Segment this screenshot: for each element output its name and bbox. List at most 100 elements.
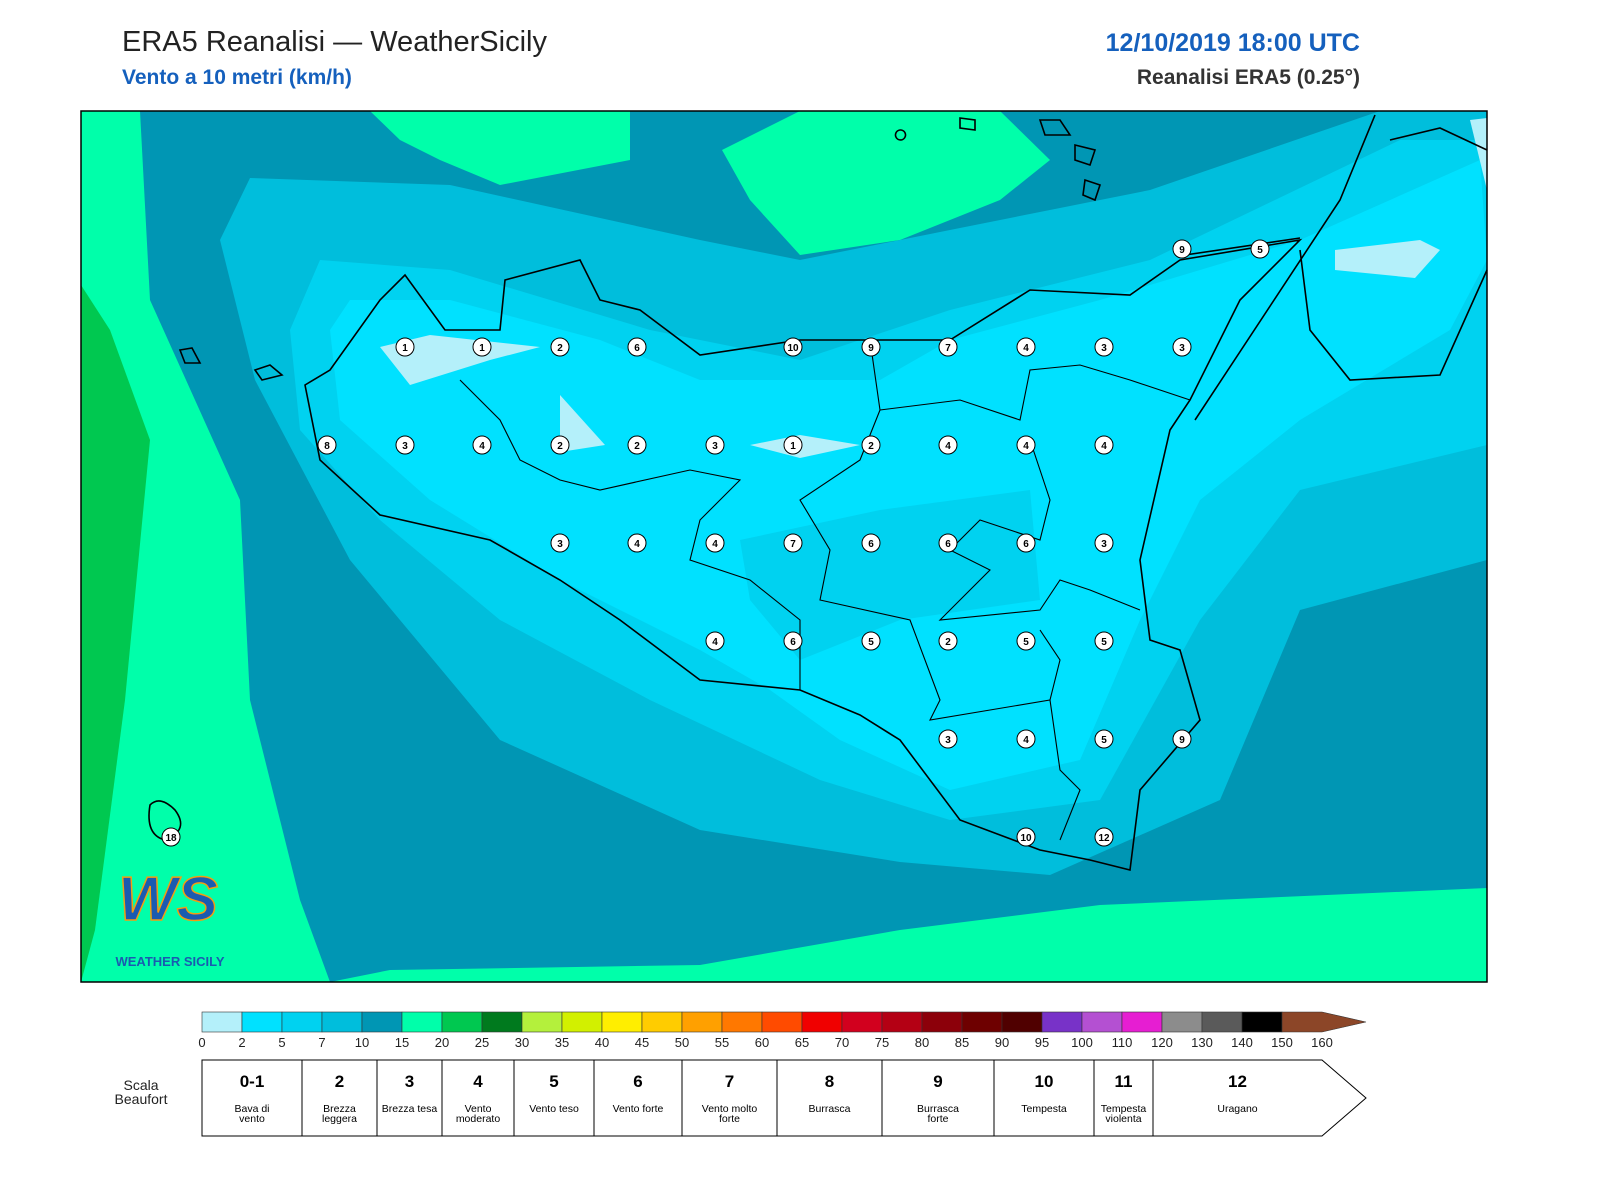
zone-5-7 bbox=[740, 490, 1040, 660]
zone-20-25 bbox=[81, 285, 150, 982]
colorbar-swatch bbox=[961, 1011, 1003, 1033]
beaufort-level: 10 Tempesta bbox=[994, 1060, 1094, 1136]
beaufort-dividers bbox=[301, 1060, 1154, 1136]
colorbar-tick-label: 150 bbox=[1271, 1035, 1293, 1050]
station-value: 4 bbox=[1023, 735, 1029, 746]
colorbar-tick-label: 35 bbox=[555, 1035, 569, 1050]
colorbar-tick-label: 100 bbox=[1071, 1035, 1093, 1050]
station-value: 3 bbox=[1179, 343, 1185, 354]
station-marker bbox=[938, 729, 958, 749]
station-value: 4 bbox=[712, 637, 718, 648]
station-value: 7 bbox=[945, 343, 951, 354]
beaufort-label: Tempesta violenta bbox=[1100, 1103, 1147, 1125]
station-value: 1 bbox=[402, 343, 408, 354]
colorbar-tick-label: 90 bbox=[995, 1035, 1009, 1050]
zone-15-20 bbox=[722, 111, 1050, 255]
station-marker bbox=[1016, 729, 1036, 749]
colorbar-tick-label: 2 bbox=[238, 1035, 245, 1050]
colorbar-swatch bbox=[721, 1011, 763, 1033]
station-value: 9 bbox=[1179, 735, 1185, 746]
beaufort-level: 0-1 Bava di vento bbox=[202, 1060, 302, 1136]
station-value: 3 bbox=[402, 441, 408, 452]
beaufort-force: 2 bbox=[334, 1072, 345, 1091]
station-value: 4 bbox=[945, 441, 951, 452]
colorbar-swatch bbox=[1241, 1011, 1283, 1033]
station-marker bbox=[705, 631, 725, 651]
zone-0-2 bbox=[750, 435, 860, 458]
colorbar-swatch bbox=[801, 1011, 843, 1033]
zone-0-2 bbox=[380, 335, 540, 385]
colorbar-swatch bbox=[881, 1011, 923, 1033]
sicily bbox=[304, 238, 1303, 871]
station-value: 9 bbox=[868, 343, 874, 354]
colorbar-tick-label: 70 bbox=[835, 1035, 849, 1050]
station-marker bbox=[1094, 337, 1114, 357]
station-marker bbox=[1016, 337, 1036, 357]
station-marker bbox=[705, 533, 725, 553]
station-value: 1 bbox=[790, 441, 796, 452]
station-value: 4 bbox=[1023, 343, 1029, 354]
colorbar-tick-label: 25 bbox=[475, 1035, 489, 1050]
station-marker bbox=[1094, 729, 1114, 749]
beaufort-label: Burrasca bbox=[808, 1103, 851, 1115]
station-value: 2 bbox=[557, 441, 563, 452]
colorbar-swatch bbox=[401, 1011, 443, 1033]
station-value: 5 bbox=[1101, 637, 1107, 648]
colorbar-swatch bbox=[1041, 1011, 1083, 1033]
station-marker bbox=[783, 435, 803, 455]
colorbar-tick-label: 50 bbox=[675, 1035, 689, 1050]
beaufort-label: Tempesta bbox=[1021, 1103, 1067, 1115]
beaufort-title-line: Beaufort bbox=[115, 1091, 168, 1107]
colorbar-tick-label: 5 bbox=[278, 1035, 285, 1050]
colorbar-swatch bbox=[1121, 1011, 1163, 1033]
station-marker bbox=[1172, 337, 1192, 357]
station-value: 4 bbox=[1023, 441, 1029, 452]
station-value: 6 bbox=[790, 637, 796, 648]
beaufort-level: 11 Tempesta violenta bbox=[1094, 1060, 1153, 1136]
colorbar-tick-label: 85 bbox=[955, 1035, 969, 1050]
station-marker bbox=[861, 533, 881, 553]
beaufort-title: Scala Beaufort bbox=[115, 1077, 168, 1107]
station-marker bbox=[550, 435, 570, 455]
colorbar-tick-label: 30 bbox=[515, 1035, 529, 1050]
station-marker bbox=[1016, 631, 1036, 651]
colorbar-swatch bbox=[841, 1011, 883, 1033]
station-value: 3 bbox=[557, 539, 563, 550]
colorbar-arrow bbox=[1281, 1011, 1367, 1033]
colorbar-tick-label: 55 bbox=[715, 1035, 729, 1050]
beaufort-force: 8 bbox=[824, 1072, 835, 1091]
logo-mark: WS bbox=[118, 865, 218, 934]
station-value: 5 bbox=[1257, 245, 1263, 256]
colorbar-tick-label: 60 bbox=[755, 1035, 769, 1050]
station-value: 6 bbox=[634, 343, 640, 354]
station-value: 4 bbox=[479, 441, 485, 452]
station-value: 12 bbox=[1098, 833, 1110, 844]
beaufort-title-line: Scala bbox=[123, 1077, 158, 1093]
station-value: 2 bbox=[634, 441, 640, 452]
station-value: 6 bbox=[1023, 539, 1029, 550]
stations: 9 51 1 2 6 10 9 7 4 3 38 3 4 2 2 3 1 2 4 4 43 4 4 7 6 6 6 34 6 5 2 5 53 4… bbox=[161, 239, 1270, 847]
subtitle: Vento a 10 metri (km/h) bbox=[122, 66, 352, 89]
beaufort-force: 11 bbox=[1114, 1072, 1133, 1091]
station-marker bbox=[550, 337, 570, 357]
beaufort-force: 12 bbox=[1228, 1072, 1247, 1091]
station-value: 6 bbox=[945, 539, 951, 550]
station-value: 4 bbox=[1101, 441, 1107, 452]
colorbar-tick-label: 140 bbox=[1231, 1035, 1253, 1050]
station-value: 9 bbox=[1179, 245, 1185, 256]
wind-field bbox=[81, 111, 1487, 982]
station-value: 10 bbox=[1020, 833, 1032, 844]
coastlines bbox=[148, 114, 1488, 871]
station-marker bbox=[1094, 533, 1114, 553]
station-marker bbox=[627, 533, 647, 553]
title: ERA5 Reanalisi — WeatherSicily bbox=[122, 26, 547, 58]
beaufort-force: 9 bbox=[933, 1072, 943, 1091]
calabria bbox=[1299, 249, 1488, 381]
station-value: 2 bbox=[557, 343, 563, 354]
provinces bbox=[1039, 629, 1061, 701]
station-value: 2 bbox=[945, 637, 951, 648]
beaufort-label: Brezza leggera bbox=[321, 1103, 358, 1125]
colorbar-swatch bbox=[441, 1011, 483, 1033]
colorbar-tick-label: 65 bbox=[795, 1035, 809, 1050]
